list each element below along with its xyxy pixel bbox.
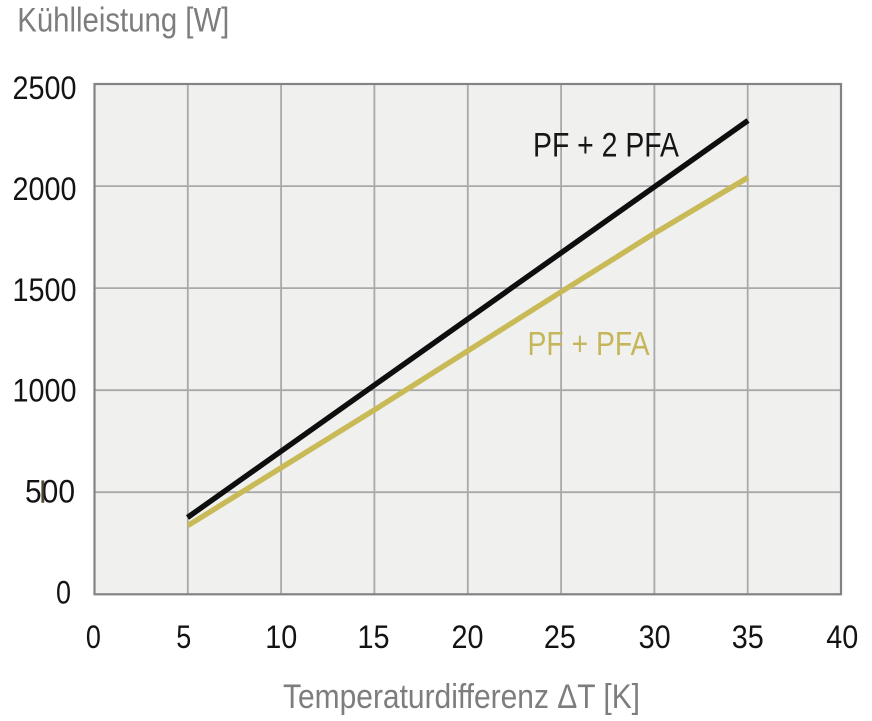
svg-text:1000: 1000 <box>13 373 77 409</box>
svg-text:2000: 2000 <box>13 171 77 207</box>
svg-text:20: 20 <box>452 619 484 655</box>
svg-text:25: 25 <box>544 619 576 655</box>
svg-text:30: 30 <box>639 619 671 655</box>
svg-text:2500: 2500 <box>13 70 77 106</box>
svg-text:PF + PFA: PF + PFA <box>528 325 650 362</box>
svg-text:Temperaturdifferenz ΔT [K]: Temperaturdifferenz ΔT [K] <box>283 678 640 716</box>
svg-text:10: 10 <box>265 619 297 655</box>
svg-text:0: 0 <box>86 619 101 655</box>
svg-text:Kühlleistung [W]: Kühlleistung [W] <box>17 1 229 39</box>
svg-text:PF + 2 PFA: PF + 2 PFA <box>533 126 679 164</box>
svg-text:35: 35 <box>732 619 764 655</box>
svg-text:40: 40 <box>826 619 858 655</box>
svg-text:1500: 1500 <box>13 272 77 308</box>
svg-text:15: 15 <box>358 619 390 655</box>
svg-text:5: 5 <box>176 619 191 655</box>
svg-text:500: 500 <box>25 474 75 510</box>
svg-text:0: 0 <box>56 575 71 611</box>
